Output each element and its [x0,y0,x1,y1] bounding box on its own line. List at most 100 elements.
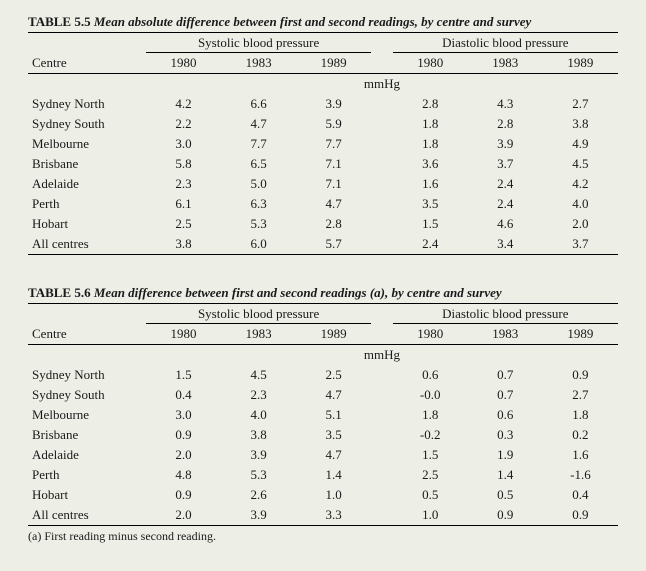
cell: 4.7 [296,194,371,214]
cell: 0.3 [468,425,543,445]
table-5-5-block: TABLE 5.5 Mean absolute difference betwe… [28,14,618,255]
table-row: Brisbane0.93.83.5-0.20.30.2 [28,425,618,445]
cell: 0.5 [468,485,543,505]
centre-label: Melbourne [28,405,146,425]
cell: 2.5 [296,365,371,385]
cell: 1.9 [468,445,543,465]
unit-label: mmHg [146,74,618,95]
cell: 7.7 [296,134,371,154]
cell: -0.2 [393,425,468,445]
cell: 2.7 [543,385,618,405]
cell: 2.5 [146,214,221,234]
centre-label: Perth [28,194,146,214]
cell: 1.8 [393,114,468,134]
cell: 3.9 [221,505,296,526]
cell: 2.7 [543,94,618,114]
cell: 4.0 [543,194,618,214]
cell: 1.5 [393,445,468,465]
cell: 2.3 [146,174,221,194]
cell: 4.0 [221,405,296,425]
table-row: Perth4.85.31.42.51.4-1.6 [28,465,618,485]
col-year: 1983 [468,53,543,74]
cell: 0.4 [146,385,221,405]
table-row: All centres2.03.93.31.00.90.9 [28,505,618,526]
centre-label: Adelaide [28,445,146,465]
row-header-label: Centre [28,53,146,74]
table-5-5-title: TABLE 5.5 Mean absolute difference betwe… [28,14,618,30]
cell: 2.8 [393,94,468,114]
cell: 1.6 [543,445,618,465]
cell: 4.5 [543,154,618,174]
cell: 3.3 [296,505,371,526]
col-year: 1980 [393,324,468,345]
cell: 1.5 [146,365,221,385]
col-year: 1983 [468,324,543,345]
cell: -0.0 [393,385,468,405]
table-5-5: Systolic blood pressure Diastolic blood … [28,32,618,255]
cell: 1.0 [296,485,371,505]
cell: -1.6 [543,465,618,485]
cell: 4.8 [146,465,221,485]
cell: 0.6 [393,365,468,385]
cell: 5.7 [296,234,371,255]
group-header-diastolic: Diastolic blood pressure [393,33,618,53]
cell: 5.8 [146,154,221,174]
row-header-label: Centre [28,324,146,345]
cell: 5.1 [296,405,371,425]
cell: 4.7 [221,114,296,134]
cell: 1.0 [393,505,468,526]
centre-label: Brisbane [28,425,146,445]
cell: 3.7 [543,234,618,255]
cell: 3.8 [221,425,296,445]
centre-label: Hobart [28,485,146,505]
cell: 7.1 [296,174,371,194]
cell: 4.3 [468,94,543,114]
cell: 1.4 [468,465,543,485]
cell: 3.0 [146,405,221,425]
table-row: Sydney South0.42.34.7-0.00.72.7 [28,385,618,405]
table-5-6-block: TABLE 5.6 Mean difference between first … [28,285,618,544]
cell: 4.7 [296,445,371,465]
table-row: Adelaide2.03.94.71.51.91.6 [28,445,618,465]
col-year: 1980 [146,324,221,345]
group-header-diastolic: Diastolic blood pressure [393,304,618,324]
col-year: 1989 [296,324,371,345]
table-row: Hobart0.92.61.00.50.50.4 [28,485,618,505]
cell: 7.1 [296,154,371,174]
cell: 2.4 [393,234,468,255]
cell: 2.0 [543,214,618,234]
cell: 3.6 [393,154,468,174]
centre-label: Melbourne [28,134,146,154]
page: TABLE 5.5 Mean absolute difference betwe… [0,0,646,562]
cell: 1.8 [393,134,468,154]
cell: 6.1 [146,194,221,214]
cell: 1.4 [296,465,371,485]
table-row: Melbourne3.04.05.11.80.61.8 [28,405,618,425]
centre-label: Hobart [28,214,146,234]
col-year: 1989 [296,53,371,74]
centre-label: Perth [28,465,146,485]
cell: 3.8 [146,234,221,255]
cell: 0.4 [543,485,618,505]
col-year: 1980 [393,53,468,74]
cell: 2.4 [468,174,543,194]
cell: 2.0 [146,505,221,526]
cell: 2.0 [146,445,221,465]
cell: 0.9 [543,365,618,385]
col-year: 1980 [146,53,221,74]
cell: 2.4 [468,194,543,214]
cell: 5.9 [296,114,371,134]
table-row: Sydney South2.24.75.91.82.83.8 [28,114,618,134]
cell: 3.8 [543,114,618,134]
cell: 2.6 [221,485,296,505]
centre-label: Sydney South [28,385,146,405]
cell: 3.7 [468,154,543,174]
table-5-6-footnote: (a) First reading minus second reading. [28,526,618,544]
group-header-systolic: Systolic blood pressure [146,33,371,53]
centre-label: Adelaide [28,174,146,194]
table-5-5-number: TABLE 5.5 [28,14,91,29]
cell: 1.6 [393,174,468,194]
centre-label: Sydney North [28,365,146,385]
cell: 4.5 [221,365,296,385]
col-year: 1989 [543,53,618,74]
